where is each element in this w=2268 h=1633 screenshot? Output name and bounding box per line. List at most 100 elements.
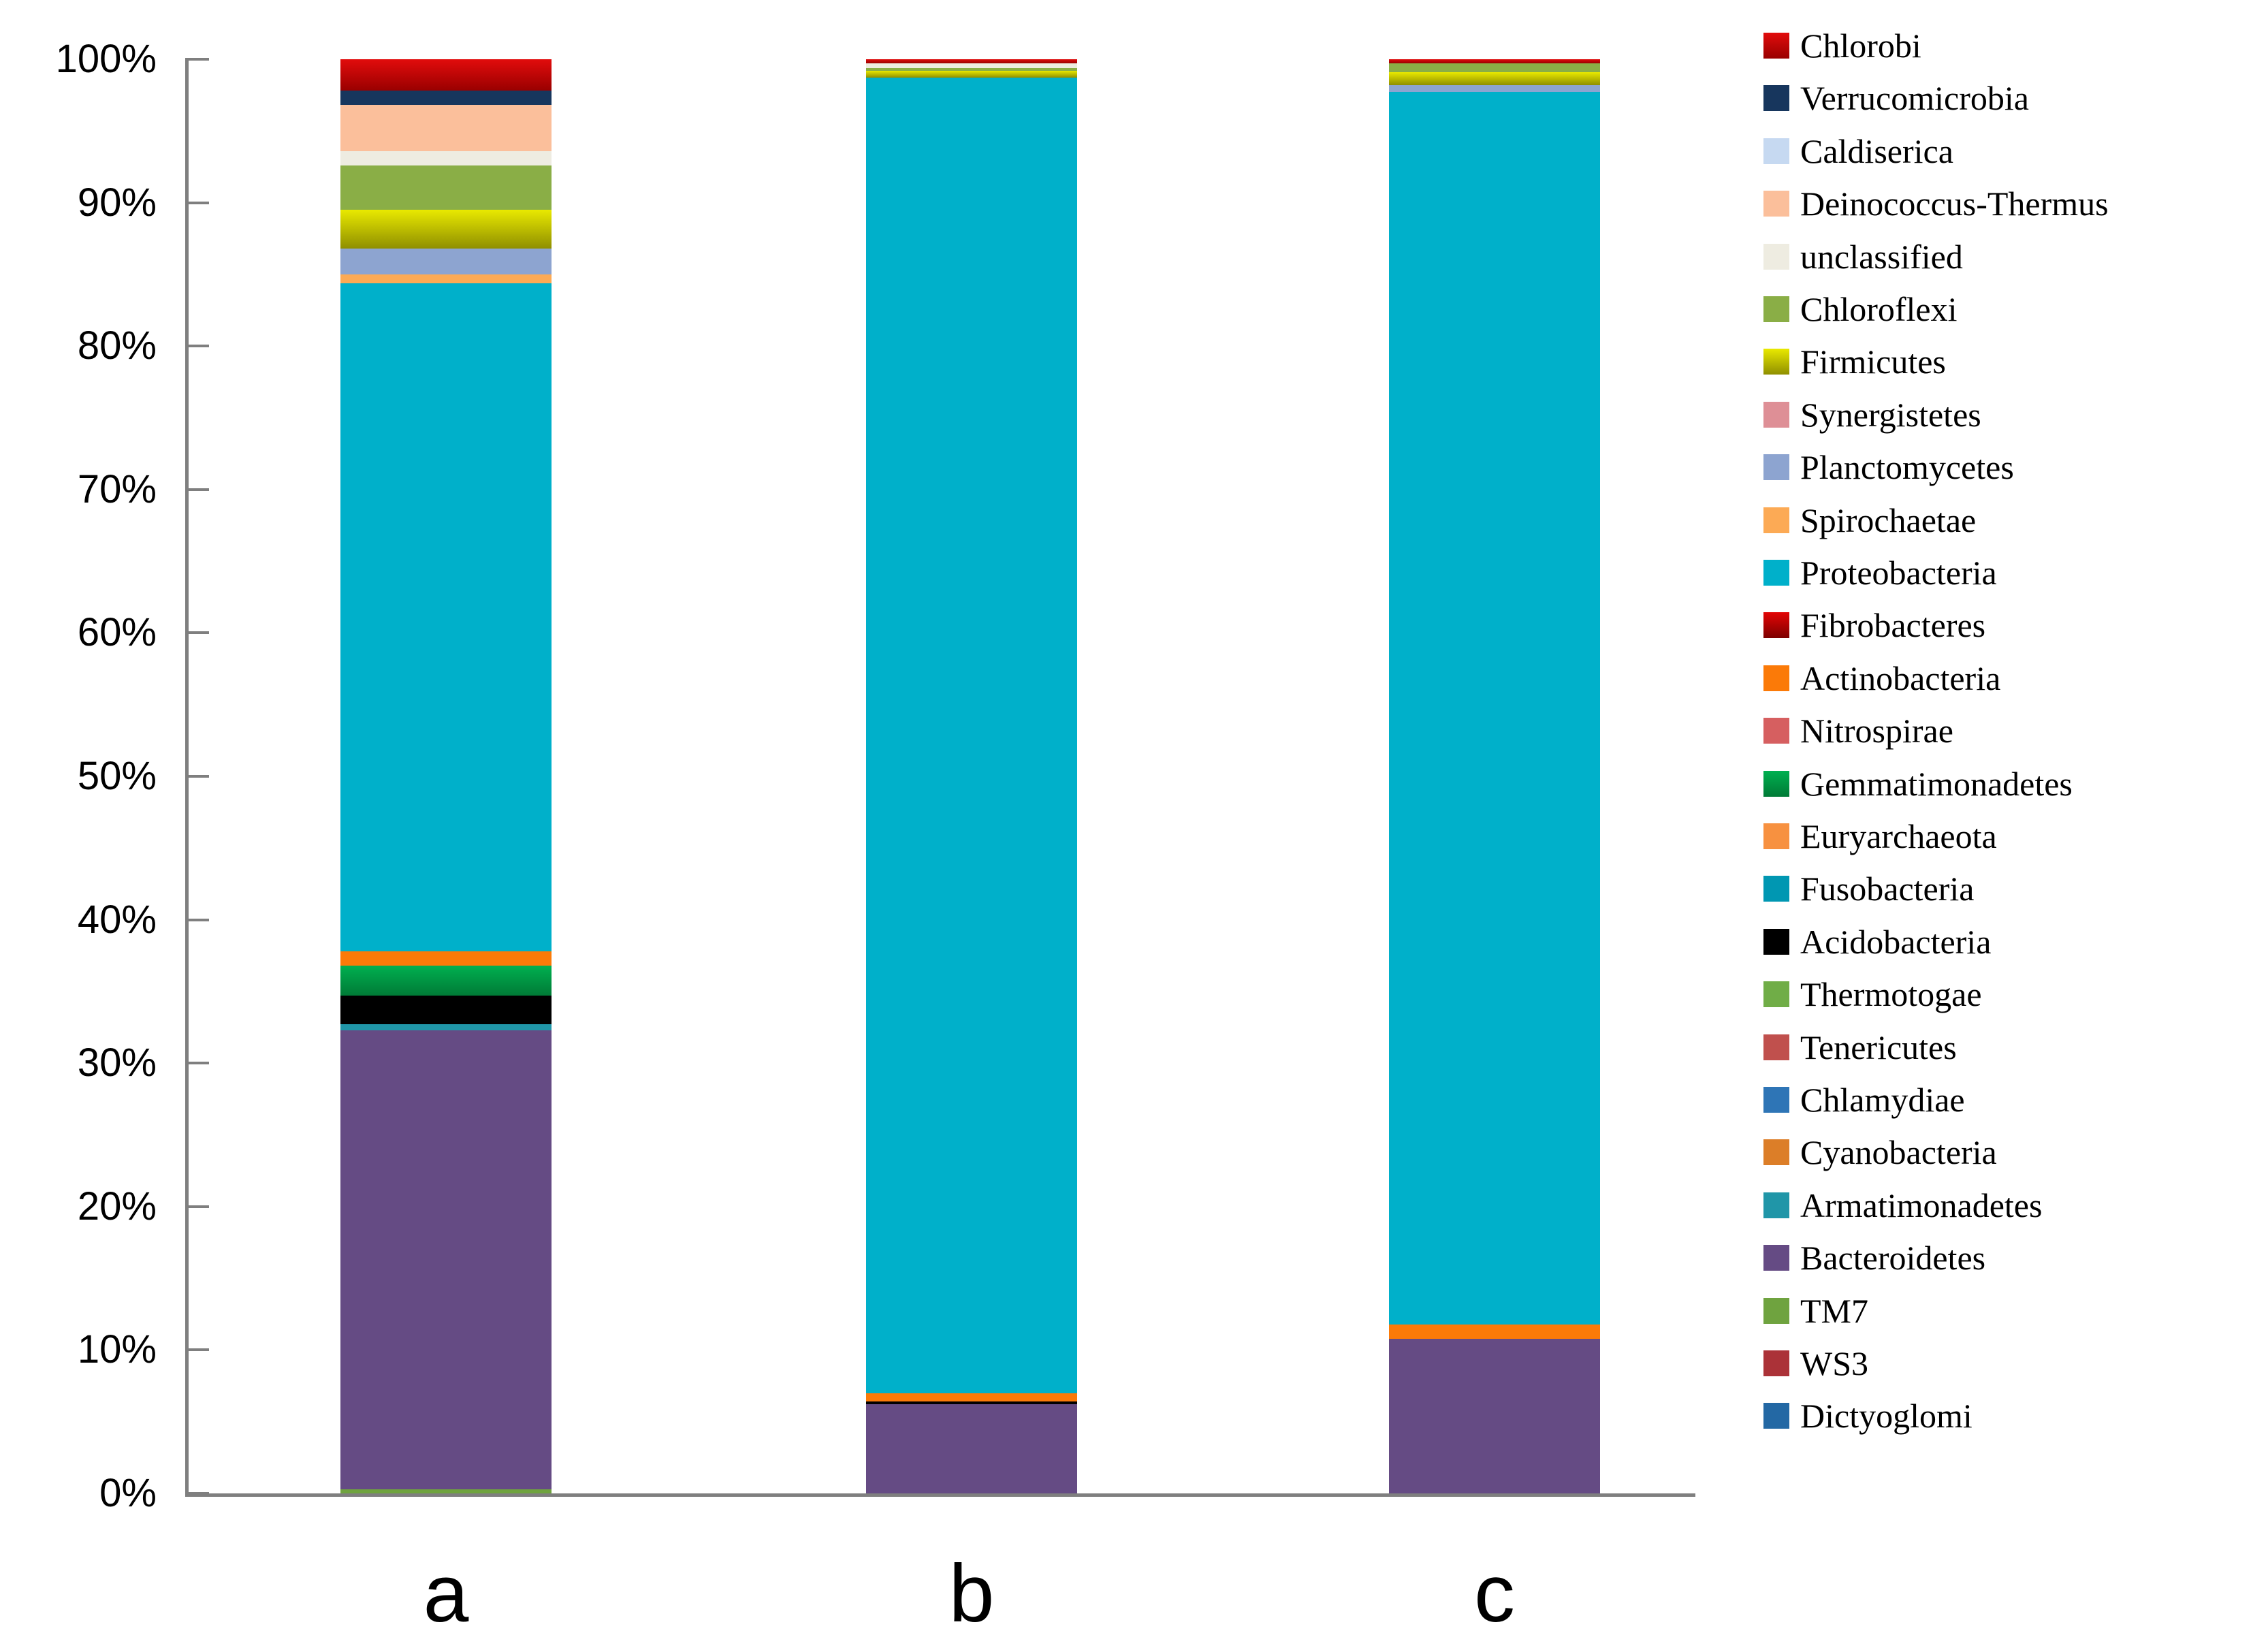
stacked-bar-c [1389,59,1600,1493]
bar-a-segment-Verrucomicrobia [340,91,552,106]
legend-label-Synergistetes: Synergistetes [1800,395,1981,434]
tick-mark-20% [189,1205,209,1208]
tick-mark-10% [189,1348,209,1352]
y-axis-line [185,58,189,1495]
bar-c-segment-Actinobacteria [1389,1324,1600,1339]
tick-label-40%: 40% [77,897,157,942]
tick-label-80%: 80% [77,323,157,368]
legend-label-Chloroflexi: Chloroflexi [1800,290,1958,328]
legend-swatch-Euryarchaeota [1763,823,1789,849]
legend-item-Planctomycetes: Planctomycetes [1763,441,2014,494]
tick-label-30%: 30% [77,1041,157,1085]
tick-mark-40% [189,918,209,921]
tick-mark-90% [189,201,209,204]
bar-b-segment-Proteobacteria [866,78,1077,1393]
category-label-b: b [948,1548,995,1633]
bar-b-segment-Chlorobi [866,59,1077,64]
tick-label-0%: 0% [99,1471,157,1515]
tick-label-50%: 50% [77,754,157,798]
legend-item-Chlorobi: Chlorobi [1763,19,1921,72]
legend-swatch-Planctomycetes [1763,454,1789,481]
legend-swatch-Actinobacteria [1763,665,1789,691]
legend-label-Bacteroidetes: Bacteroidetes [1800,1239,1986,1278]
bar-a-segment-Chlorobi [340,59,552,91]
legend-label-Deinococcus-Thermus: Deinococcus-Thermus [1800,185,2109,223]
bar-a-segment-Gemmatimonadetes [340,966,552,996]
legend-swatch-Nitrospirae [1763,718,1789,744]
bar-b-segment-Acidobacteria [866,1401,1077,1405]
legend-label-Spirochaetae: Spirochaetae [1800,501,1977,539]
legend-swatch-Verrucomicrobia [1763,85,1789,112]
legend-swatch-Chlamydiae [1763,1087,1789,1113]
legend-label-Dictyoglomi: Dictyoglomi [1800,1397,1972,1436]
legend-swatch-unclassified [1763,243,1789,270]
legend-item-Gemmatimonadetes: Gemmatimonadetes [1763,757,2073,810]
bar-c-segment-Chloroflexi [1389,63,1600,72]
bar-b-segment-Chloroflexi [866,67,1077,71]
legend-item-WS3: WS3 [1763,1337,1868,1390]
legend-item-TM7: TM7 [1763,1284,1868,1337]
legend-item-Fibrobacteres: Fibrobacteres [1763,599,1985,652]
tick-mark-70% [189,488,209,491]
bar-c-segment-Planctomycetes [1389,84,1600,93]
category-label-a: a [423,1548,469,1633]
bar-a-segment-TM7 [340,1489,552,1493]
legend-swatch-Caldiserica [1763,138,1789,164]
bar-c-segment-Bacteroidetes [1389,1338,1600,1493]
legend-label-WS3: WS3 [1800,1344,1868,1382]
legend-swatch-Fibrobacteres [1763,612,1789,639]
legend-swatch-WS3 [1763,1350,1789,1376]
legend-item-Fusobacteria: Fusobacteria [1763,862,1974,915]
tick-mark-50% [189,775,209,778]
legend-label-Actinobacteria: Actinobacteria [1800,659,2001,697]
legend-swatch-Thermotogae [1763,981,1789,1008]
bar-a-segment-Spirochaetae [340,274,552,283]
legend-item-Verrucomicrobia: Verrucomicrobia [1763,72,2029,125]
tick-label-10%: 10% [77,1327,157,1372]
legend-label-Gemmatimonadetes: Gemmatimonadetes [1800,764,2073,803]
legend-swatch-Firmicutes [1763,349,1789,375]
tick-label-20%: 20% [77,1184,157,1228]
legend-label-Verrucomicrobia: Verrucomicrobia [1800,79,2029,118]
legend-swatch-Bacteroidetes [1763,1245,1789,1271]
legend-item-Cyanobacteria: Cyanobacteria [1763,1126,1997,1179]
tick-mark-0% [189,1492,209,1495]
legend-label-Cyanobacteria: Cyanobacteria [1800,1133,1997,1172]
stacked-bar-b [866,59,1077,1493]
bar-b-segment-Actinobacteria [866,1393,1077,1402]
legend-item-Spirochaetae: Spirochaetae [1763,494,1976,547]
legend-item-Tenericutes: Tenericutes [1763,1021,1957,1074]
tick-mark-100% [189,58,209,61]
bar-a-segment-unclassified [340,150,552,165]
legend-swatch-Chloroflexi [1763,296,1789,322]
legend-label-Proteobacteria: Proteobacteria [1800,554,1997,592]
legend-item-Nitrospirae: Nitrospirae [1763,704,1953,757]
legend-label-TM7: TM7 [1800,1291,1868,1330]
legend-item-Deinococcus-Thermus: Deinococcus-Thermus [1763,177,2109,230]
legend-label-Fibrobacteres: Fibrobacteres [1800,606,1986,645]
bar-c-segment-Proteobacteria [1389,92,1600,1325]
bar-a-segment-Firmicutes [340,210,552,249]
legend-label-unclassified: unclassified [1800,237,1963,276]
legend-swatch-Gemmatimonadetes [1763,770,1789,797]
bar-c-segment-Firmicutes [1389,72,1600,85]
bar-a-segment-Actinobacteria [340,951,552,966]
bar-b-segment-Bacteroidetes [866,1404,1077,1493]
legend-label-Chlorobi: Chlorobi [1800,27,1921,65]
bar-a-segment-Chloroflexi [340,165,552,210]
legend-label-Armatimonadetes: Armatimonadetes [1800,1186,2043,1224]
bar-a-segment-Acidobacteria [340,996,552,1025]
tick-label-60%: 60% [77,610,157,655]
legend-item-unclassified: unclassified [1763,230,1963,283]
legend-item-Caldiserica: Caldiserica [1763,125,1953,178]
legend-swatch-Deinococcus-Thermus [1763,191,1789,217]
legend-swatch-Cyanobacteria [1763,1139,1789,1166]
legend-item-Euryarchaeota: Euryarchaeota [1763,810,1997,863]
bar-b-segment-Firmicutes [866,70,1077,78]
bar-a-segment-Deinococcus-Thermus [340,105,552,151]
legend-item-Synergistetes: Synergistetes [1763,388,1981,441]
legend-swatch-Proteobacteria [1763,560,1789,586]
legend-item-Armatimonadetes: Armatimonadetes [1763,1179,2042,1232]
legend-label-Thermotogae: Thermotogae [1800,975,1982,1014]
